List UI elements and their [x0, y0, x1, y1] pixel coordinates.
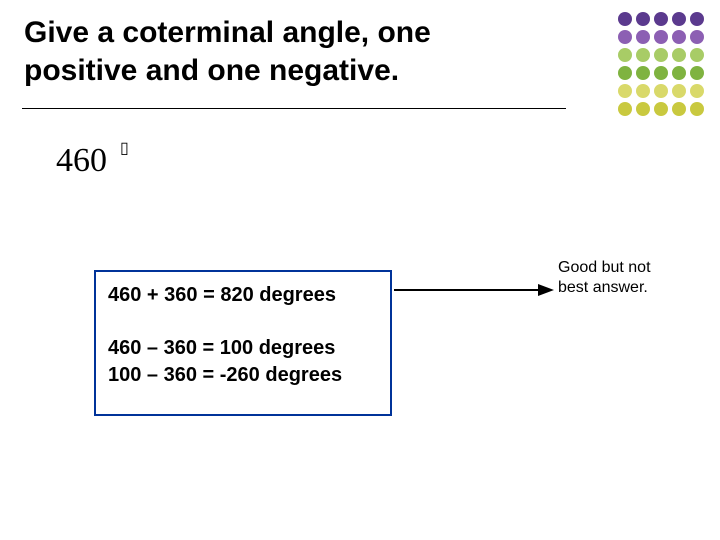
decor-dot — [636, 48, 650, 62]
decor-dot — [672, 66, 686, 80]
decor-dot — [690, 48, 704, 62]
decor-dot — [618, 102, 632, 116]
decor-dot — [654, 84, 668, 98]
decor-dot — [618, 48, 632, 62]
decor-dot — [636, 12, 650, 26]
decor-dot — [636, 102, 650, 116]
decor-dot — [672, 30, 686, 44]
decor-dot — [654, 102, 668, 116]
answer-line-2: 460 – 360 = 100 degrees — [108, 335, 378, 362]
decor-dot — [690, 66, 704, 80]
decor-dot — [672, 102, 686, 116]
arrow-icon — [394, 280, 554, 300]
decor-dot — [672, 48, 686, 62]
answer-line-1: 460 + 360 = 820 degrees — [108, 282, 378, 309]
decor-dot — [654, 12, 668, 26]
side-note: Good but not best answer. — [558, 258, 668, 298]
decorative-dot-grid — [618, 12, 704, 116]
decor-dot — [636, 84, 650, 98]
decor-dot — [690, 12, 704, 26]
decor-dot — [654, 66, 668, 80]
decor-dot — [618, 12, 632, 26]
decor-dot — [690, 84, 704, 98]
decor-dot — [654, 48, 668, 62]
angle-degree-glyph: ▯ — [120, 138, 129, 158]
slide-title: Give a coterminal angle, one positive an… — [24, 14, 494, 89]
decor-dot — [654, 30, 668, 44]
angle-value: 460 — [56, 142, 107, 180]
title-underline — [22, 108, 566, 109]
answer-line-3: 100 – 360 = -260 degrees — [108, 362, 378, 389]
decor-dot — [690, 102, 704, 116]
decor-dot — [618, 66, 632, 80]
decor-dot — [636, 30, 650, 44]
decor-dot — [672, 84, 686, 98]
decor-dot — [618, 30, 632, 44]
answer-box: 460 + 360 = 820 degrees 460 – 360 = 100 … — [94, 270, 392, 416]
decor-dot — [618, 84, 632, 98]
decor-dot — [672, 12, 686, 26]
decor-dot — [636, 66, 650, 80]
decor-dot — [690, 30, 704, 44]
